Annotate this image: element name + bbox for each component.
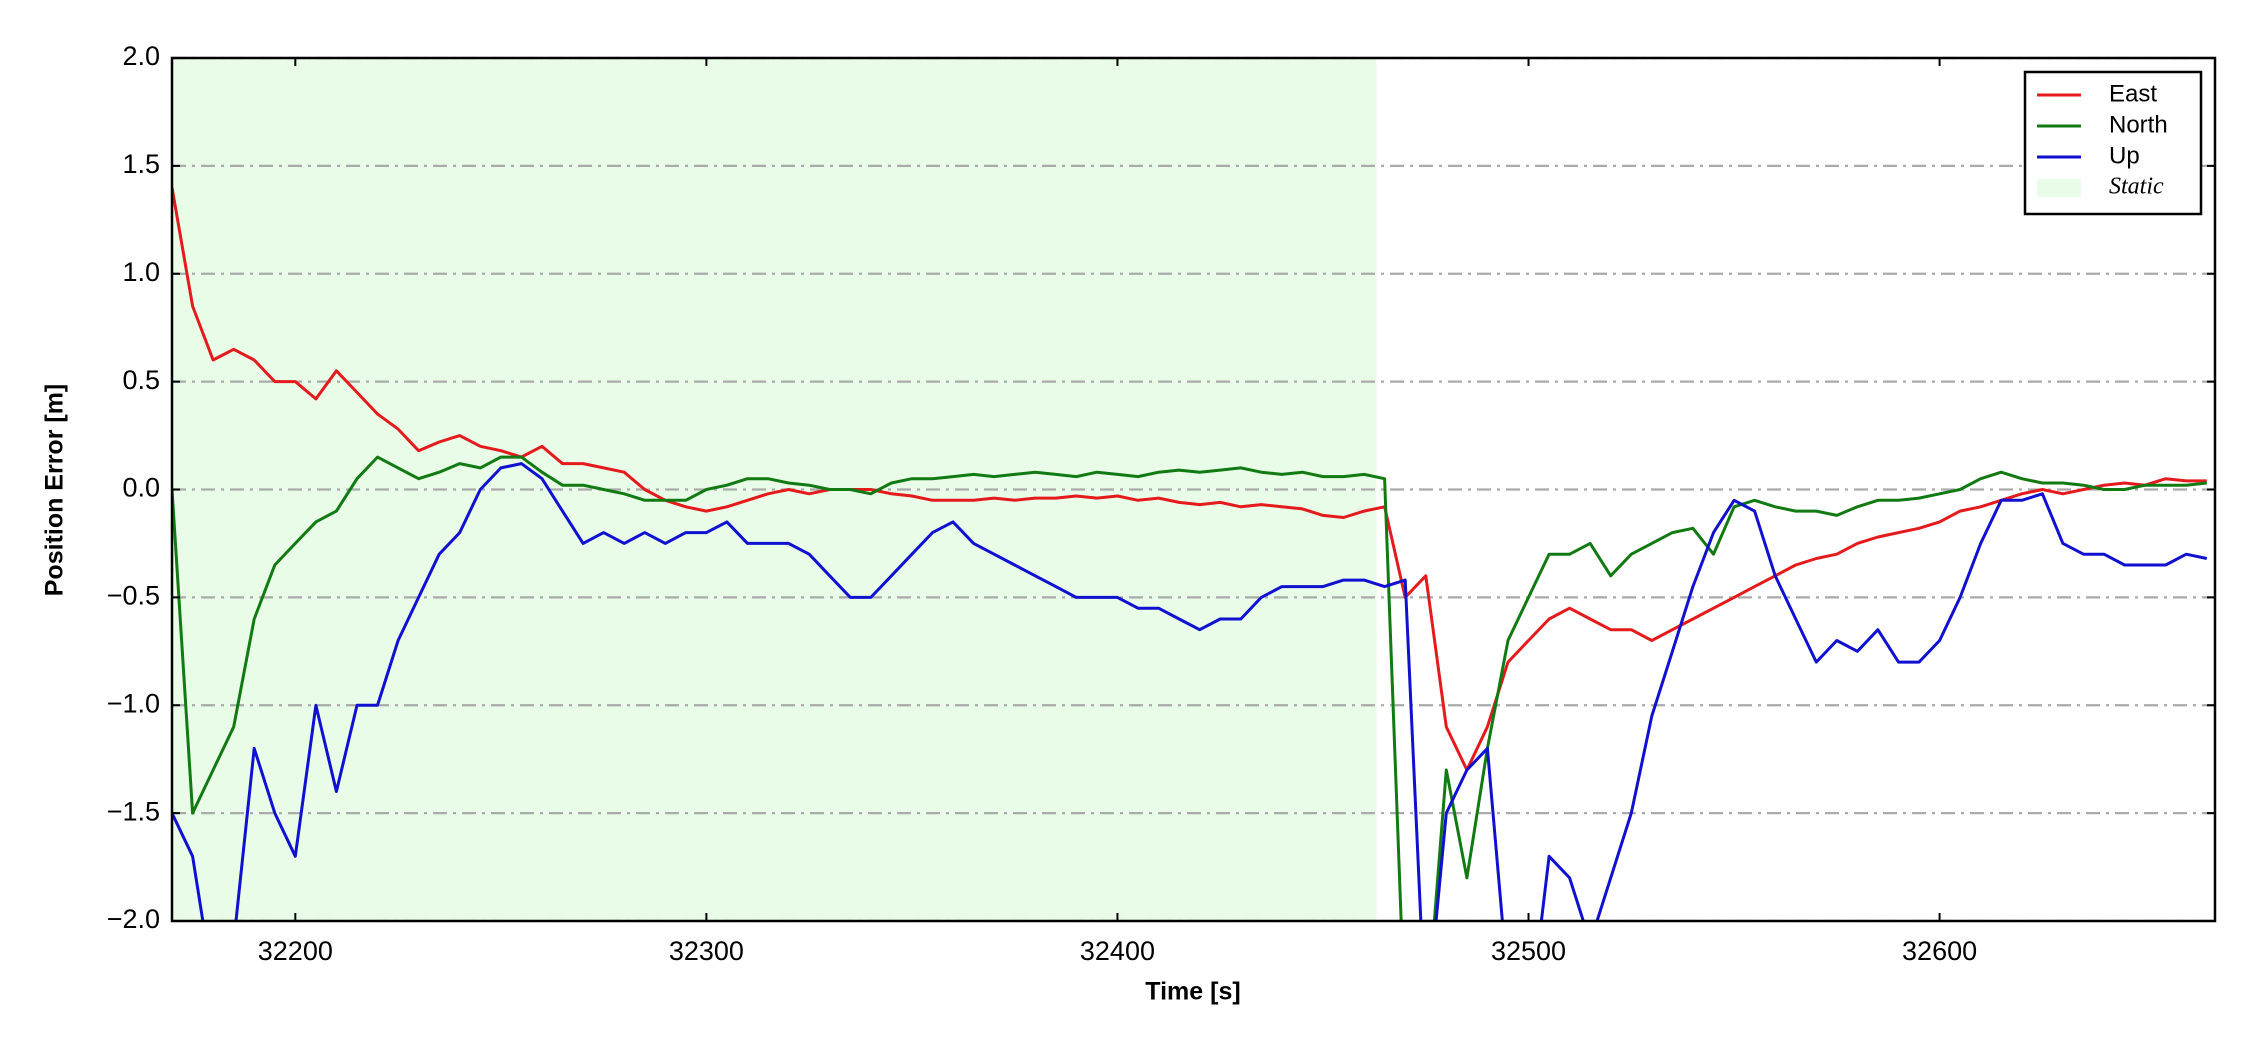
y-tick-label: −2.0 <box>107 904 160 934</box>
x-tick-label: 32200 <box>258 936 333 966</box>
legend-label: East <box>2109 80 2157 107</box>
legend-swatch <box>2037 179 2081 197</box>
lines <box>172 187 2208 921</box>
x-tick-label: 32600 <box>1902 936 1977 966</box>
x-axis-label: Time [s] <box>1145 978 1240 1006</box>
x-tick-label: 32400 <box>1080 936 1155 966</box>
y-tick-label: 0.0 <box>122 473 160 503</box>
x-tick-label: 32300 <box>669 936 744 966</box>
x-tick-label: 32500 <box>1491 936 1566 966</box>
y-tick-label: 0.5 <box>122 365 160 395</box>
y-tick-label: 2.0 <box>122 41 160 71</box>
y-tick-label: 1.5 <box>122 149 160 179</box>
ticks: −2.0 −1.5 −1.0 −0.5 0.0 0.5 1.0 1.5 2.0 32200 3230… <box>107 41 2215 966</box>
line-series <box>172 462 2208 921</box>
line-series <box>172 455 2207 921</box>
line-series <box>172 187 2207 772</box>
legend-label: Static <box>2109 174 2164 200</box>
y-tick-label: −0.5 <box>107 581 160 611</box>
y-tick-label: −1.0 <box>107 688 160 718</box>
y-tick-label: 1.0 <box>122 257 160 287</box>
y-axis-label: Position Error [m] <box>41 384 69 597</box>
y-tick-label: −1.5 <box>107 796 160 826</box>
legend-label: Up <box>2109 142 2140 169</box>
legend-label: North <box>2109 111 2168 138</box>
legend: East North Up Static <box>2023 70 2203 216</box>
